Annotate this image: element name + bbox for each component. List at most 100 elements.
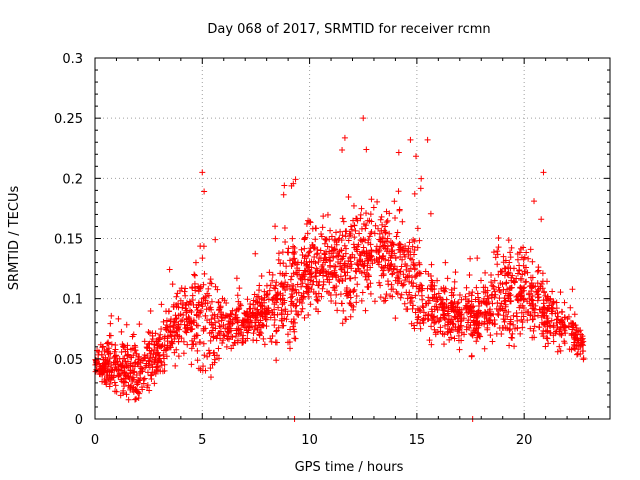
data-point — [302, 268, 309, 275]
data-point — [128, 354, 135, 361]
data-point — [420, 316, 427, 323]
y-tick-label: 0.15 — [54, 233, 83, 248]
data-point — [573, 351, 580, 358]
data-point — [122, 358, 129, 365]
data-point — [554, 348, 561, 355]
data-point — [382, 295, 389, 302]
data-point — [260, 335, 267, 342]
data-point — [416, 306, 423, 313]
data-point — [571, 311, 578, 318]
data-point — [283, 283, 290, 290]
data-point — [245, 327, 252, 334]
data-point — [250, 337, 257, 344]
data-point — [423, 300, 430, 307]
data-point — [411, 190, 418, 197]
data-point — [376, 230, 383, 237]
data-point — [120, 387, 127, 394]
data-point — [179, 317, 186, 324]
data-point — [519, 324, 526, 331]
data-point — [177, 318, 184, 325]
data-point — [514, 256, 521, 263]
data-point — [470, 319, 477, 326]
data-point — [328, 250, 335, 257]
data-point — [389, 271, 396, 278]
data-point — [118, 364, 125, 371]
data-point — [93, 366, 100, 373]
data-point — [289, 286, 296, 293]
data-point — [445, 316, 452, 323]
data-point — [266, 287, 273, 294]
data-point — [437, 324, 444, 331]
data-point — [96, 371, 103, 378]
data-point — [412, 292, 419, 299]
data-point — [382, 229, 389, 236]
data-point — [172, 315, 179, 322]
data-point — [124, 352, 131, 359]
data-point — [208, 298, 215, 305]
data-point — [145, 329, 152, 336]
data-point — [500, 286, 507, 293]
data-point — [199, 169, 206, 176]
data-point — [557, 289, 564, 296]
data-point — [410, 280, 417, 287]
data-point — [417, 308, 424, 315]
data-point — [399, 218, 406, 225]
data-point — [414, 225, 421, 232]
data-point — [200, 326, 207, 333]
data-point — [550, 338, 557, 345]
data-point — [365, 239, 372, 246]
data-point — [466, 325, 473, 332]
data-point — [409, 274, 416, 281]
data-point — [372, 222, 379, 229]
data-point — [272, 282, 279, 289]
data-point — [300, 296, 307, 303]
data-point — [320, 213, 327, 220]
data-point — [359, 258, 366, 265]
data-point — [105, 339, 112, 346]
data-point — [278, 280, 285, 287]
data-point — [240, 318, 247, 325]
data-point — [537, 285, 544, 292]
data-point — [364, 283, 371, 290]
data-point — [378, 213, 385, 220]
data-point — [355, 241, 362, 248]
data-point — [396, 268, 403, 275]
data-point — [397, 294, 404, 301]
data-point — [157, 334, 164, 341]
data-point — [294, 281, 301, 288]
data-point — [402, 277, 409, 284]
data-point — [267, 314, 274, 321]
data-point — [255, 309, 262, 316]
data-point — [435, 318, 442, 325]
data-point — [414, 244, 421, 251]
data-point — [441, 322, 448, 329]
data-point — [418, 175, 425, 182]
data-point — [229, 333, 236, 340]
data-point — [450, 303, 457, 310]
data-point — [291, 255, 298, 262]
data-point — [389, 270, 396, 277]
data-point — [317, 247, 324, 254]
data-point — [492, 320, 499, 327]
data-point — [151, 346, 158, 353]
data-point — [319, 224, 326, 231]
data-point — [152, 330, 159, 337]
data-point — [339, 146, 346, 153]
x-tick-label: 15 — [409, 433, 426, 448]
data-point — [523, 249, 530, 256]
data-point — [169, 281, 176, 288]
data-point — [528, 284, 535, 291]
data-point — [370, 204, 377, 211]
data-point — [203, 306, 210, 313]
data-point — [530, 316, 537, 323]
data-point — [403, 266, 410, 273]
data-point — [129, 386, 136, 393]
data-point — [292, 259, 299, 266]
data-point — [495, 235, 502, 242]
data-point — [157, 343, 164, 350]
data-point — [207, 365, 214, 372]
data-point — [133, 395, 140, 402]
data-point — [527, 312, 534, 319]
y-axis-label: SRMTID / TECUs — [7, 186, 22, 291]
data-point — [227, 310, 234, 317]
